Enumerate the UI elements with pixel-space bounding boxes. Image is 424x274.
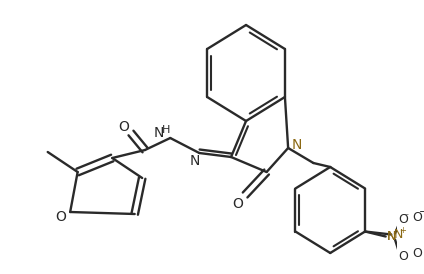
Text: N: N (394, 228, 403, 241)
Text: +: + (399, 226, 406, 235)
Text: O: O (413, 247, 422, 260)
Text: ⁻: ⁻ (404, 213, 409, 222)
Text: N: N (154, 126, 164, 140)
Text: N: N (387, 230, 396, 243)
Text: N: N (387, 230, 396, 243)
Text: −: − (419, 207, 424, 218)
Text: N: N (292, 138, 302, 152)
Text: O: O (56, 210, 66, 224)
Text: O: O (413, 211, 422, 224)
Text: O: O (399, 213, 408, 226)
Text: O: O (118, 120, 129, 134)
Text: O: O (399, 250, 408, 263)
Text: O: O (232, 197, 243, 211)
Text: N: N (190, 154, 200, 168)
Text: H: H (162, 125, 170, 135)
